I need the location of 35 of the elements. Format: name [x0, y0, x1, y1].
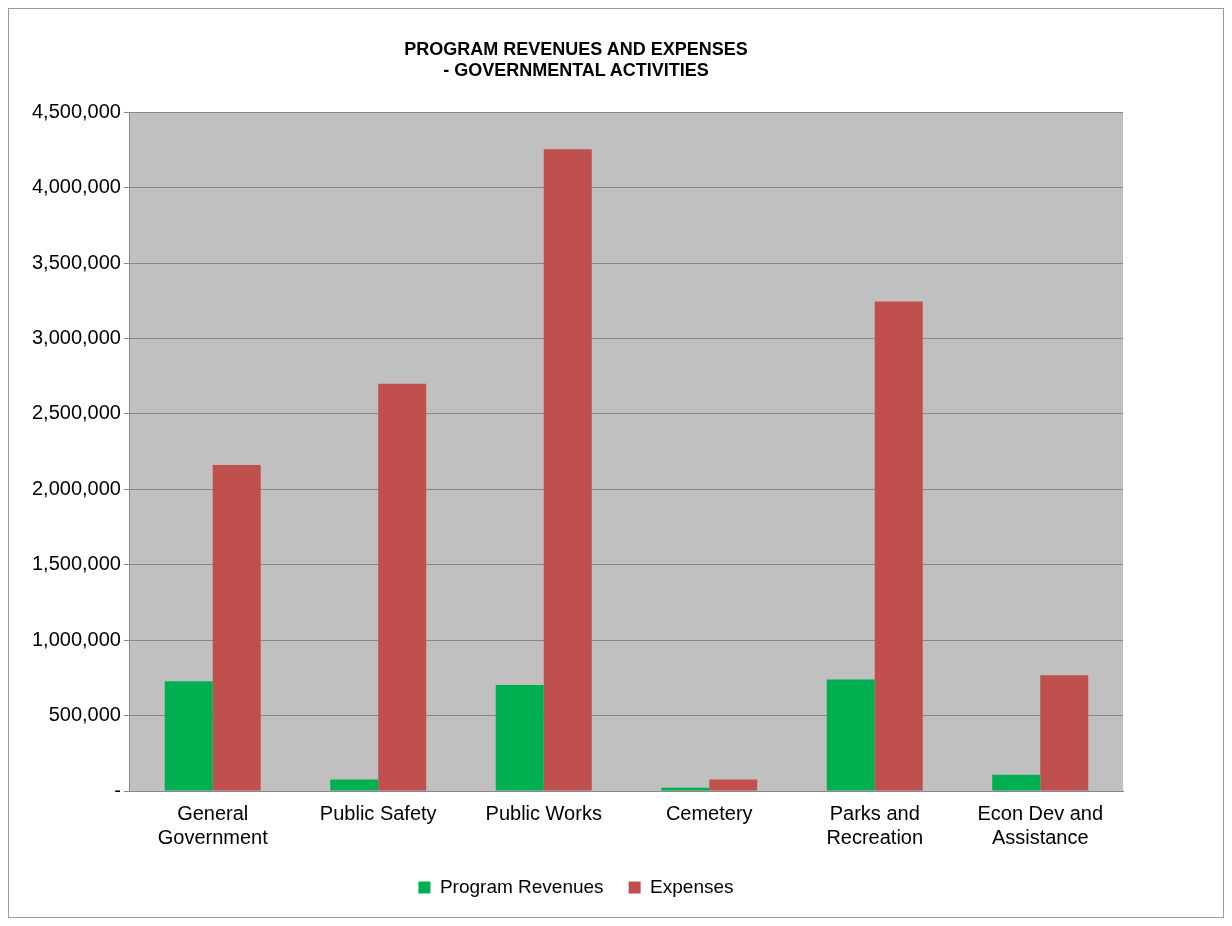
bar: [709, 779, 758, 791]
bar: [874, 301, 923, 791]
category-label: Recreation: [826, 825, 924, 848]
y-tick-label: 1,500,000: [31, 552, 121, 575]
legend-label: Program Revenues: [439, 875, 604, 897]
y-tick-label: 4,500,000: [31, 99, 121, 122]
bar: [543, 149, 592, 791]
y-tick-label: 500,000: [48, 703, 121, 726]
category-label: Econ Dev and: [977, 801, 1104, 824]
y-tick-label: -: [114, 778, 121, 801]
category-label: Parks and: [829, 801, 920, 824]
category-label: Assistance: [991, 825, 1089, 848]
bar: [992, 774, 1041, 791]
bar: [661, 787, 710, 791]
bar: [330, 779, 379, 791]
bar: [495, 685, 544, 791]
y-tick-label: 2,500,000: [31, 401, 121, 424]
x-tick-label: Cemetery: [665, 801, 753, 824]
bar: [826, 679, 875, 791]
bar: [378, 383, 427, 791]
y-tick-label: 4,000,000: [31, 175, 121, 198]
bar: [1040, 675, 1089, 791]
text: - GOVERNMENTAL ACTIVITIES: [443, 60, 709, 81]
category-label: General: [177, 801, 249, 824]
category-label: Government: [157, 825, 268, 848]
bar: [212, 465, 261, 791]
y-tick-label: 2,000,000: [31, 476, 121, 499]
y-tick-label: 1,000,000: [31, 627, 121, 650]
y-tick-label: 3,500,000: [31, 250, 121, 273]
x-tick-label: Public Works: [485, 801, 602, 824]
x-tick-label: Public Safety: [319, 801, 437, 824]
legend-label: Expenses: [650, 875, 734, 897]
y-tick-label: 3,000,000: [31, 325, 121, 348]
text: PROGRAM REVENUES AND EXPENSES: [404, 38, 748, 59]
bar: [164, 681, 213, 791]
